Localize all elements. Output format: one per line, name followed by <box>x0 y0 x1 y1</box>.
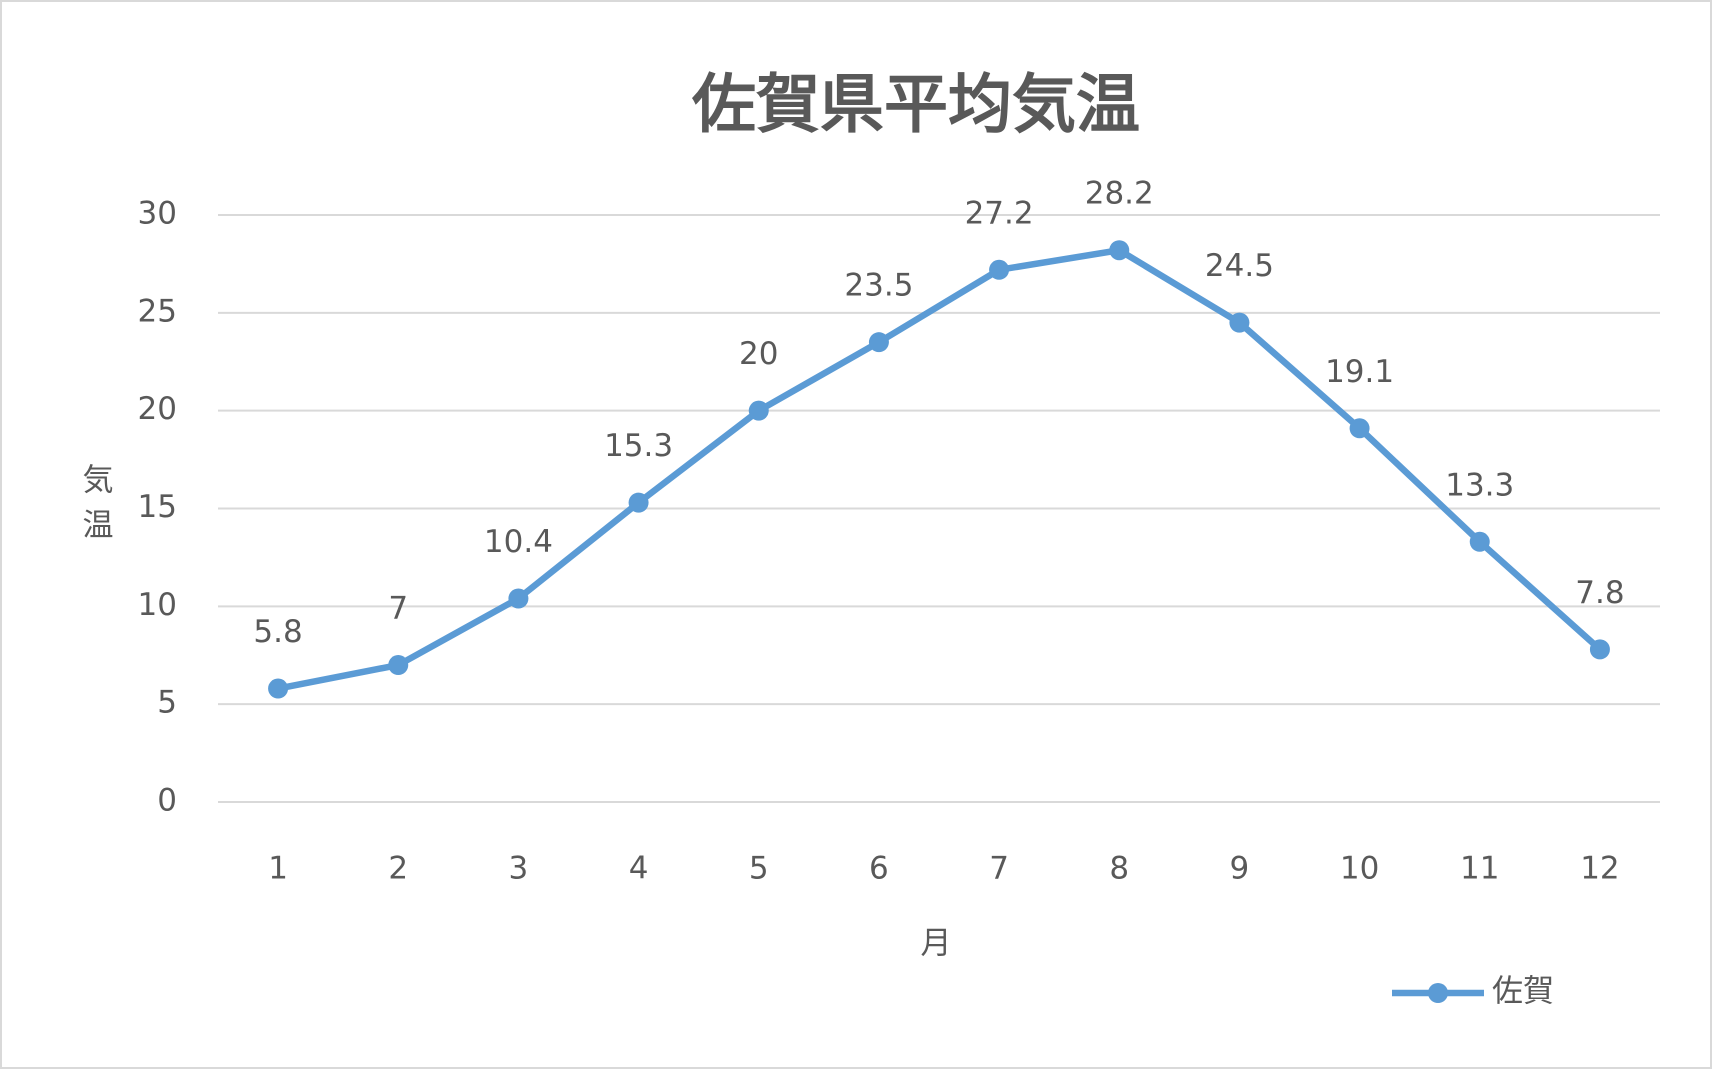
x-tick-label: 5 <box>749 851 769 887</box>
x-tick-label: 3 <box>509 851 529 887</box>
legend-marker <box>1428 983 1448 1003</box>
y-tick-label: 15 <box>138 489 177 525</box>
data-label: 28.2 <box>1085 176 1154 212</box>
y-tick-label: 20 <box>138 391 177 427</box>
data-label: 19.1 <box>1325 354 1394 390</box>
data-label: 24.5 <box>1205 248 1274 284</box>
data-label: 7.8 <box>1575 575 1624 611</box>
data-point <box>388 655 409 676</box>
y-tick-label: 0 <box>157 783 177 819</box>
x-tick-label: 9 <box>1230 851 1250 887</box>
data-label: 23.5 <box>844 268 913 304</box>
x-tick-label: 11 <box>1460 851 1499 887</box>
data-label: 20 <box>739 336 778 372</box>
y-tick-label: 10 <box>138 587 177 623</box>
x-tick-label: 12 <box>1580 851 1619 887</box>
data-label: 5.8 <box>253 614 302 650</box>
data-label: 13.3 <box>1445 467 1514 503</box>
data-label: 15.3 <box>604 428 673 464</box>
chart-title: 佐賀県平均気温 <box>691 69 1140 143</box>
y-tick-label: 25 <box>138 293 177 329</box>
legend-label: 佐賀 <box>1492 974 1554 1010</box>
x-tick-label: 1 <box>268 851 288 887</box>
data-point <box>508 588 529 609</box>
x-tick-label: 6 <box>869 851 889 887</box>
x-tick-label: 2 <box>388 851 408 887</box>
x-axis-label: 月 <box>921 926 952 962</box>
y-axis-label: 気温 <box>77 463 113 553</box>
data-point <box>868 332 889 353</box>
x-tick-label: 10 <box>1340 851 1379 887</box>
data-point <box>1229 312 1250 333</box>
data-label: 27.2 <box>965 195 1034 231</box>
data-point <box>989 259 1010 280</box>
data-point <box>1469 531 1490 552</box>
data-label: 10.4 <box>484 524 553 560</box>
data-point <box>1349 418 1370 439</box>
data-label: 7 <box>388 591 408 627</box>
data-point <box>628 492 649 513</box>
data-point <box>268 678 289 699</box>
data-point <box>748 400 769 421</box>
x-tick-label: 8 <box>1109 851 1129 887</box>
series-line <box>277 246 1603 692</box>
data-point <box>1589 639 1610 660</box>
y-tick-label: 30 <box>138 196 177 232</box>
data-point <box>1109 240 1130 261</box>
x-tick-label: 4 <box>629 851 649 887</box>
x-tick-label: 7 <box>989 851 1009 887</box>
y-tick-label: 5 <box>157 685 177 721</box>
